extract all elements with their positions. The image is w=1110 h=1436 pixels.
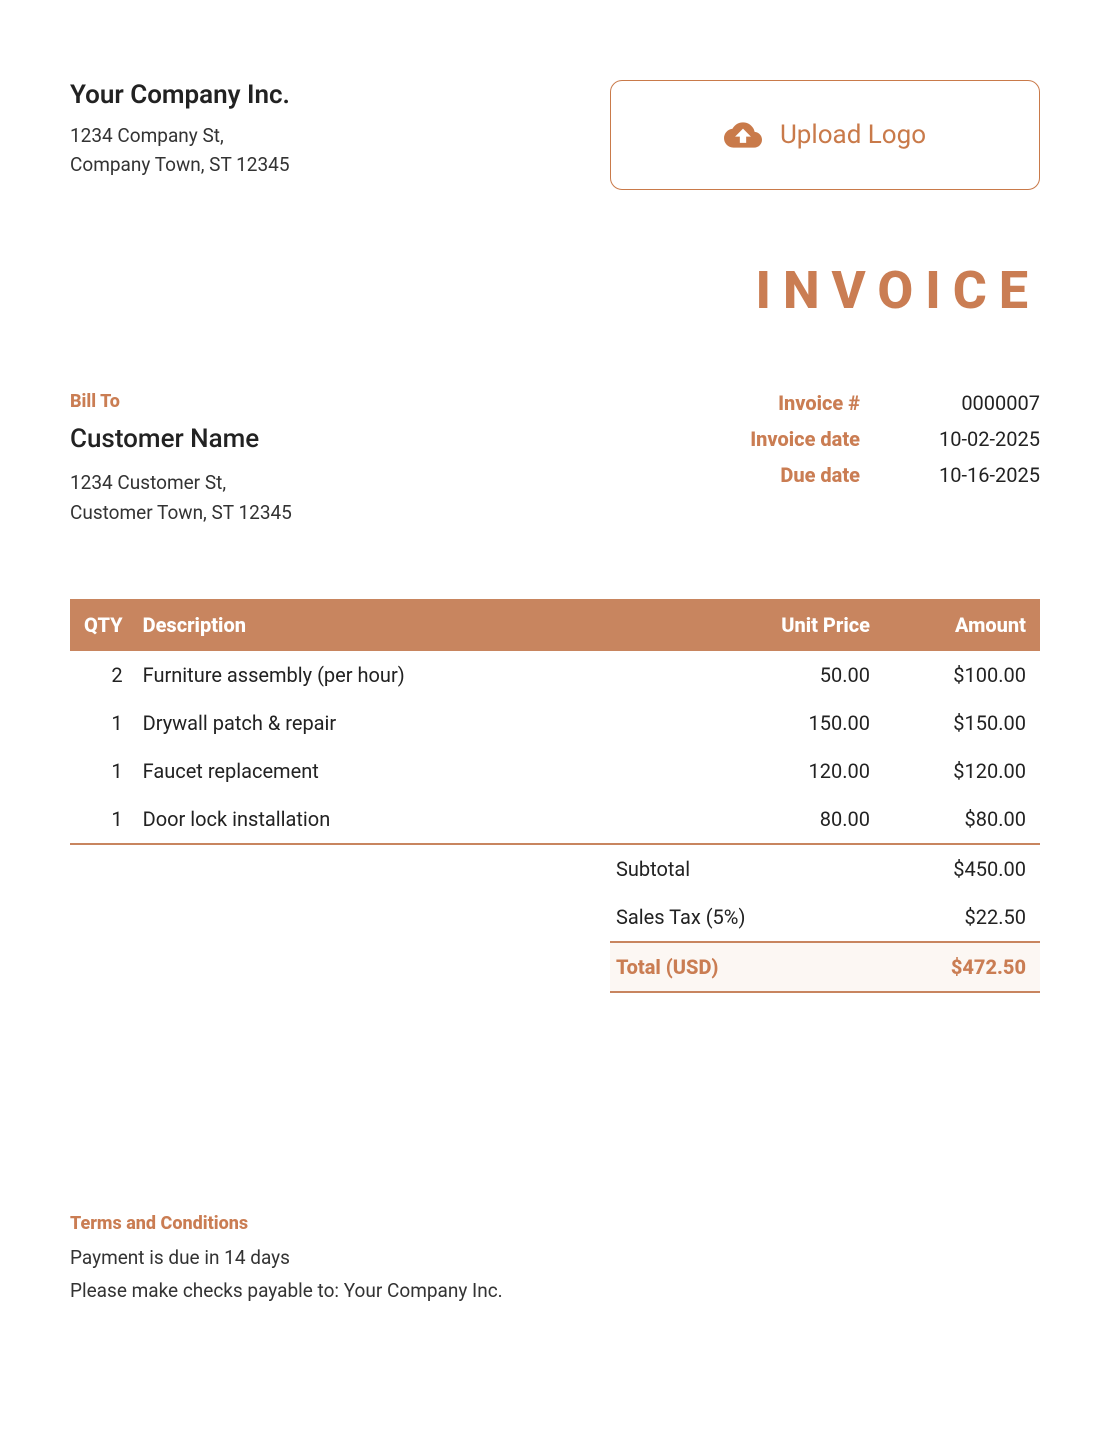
cell-desc: Door lock installation	[133, 795, 720, 844]
line-items-table: QTY Description Unit Price Amount 2 Furn…	[70, 599, 1040, 845]
due-date-value: 10-16-2025	[920, 463, 1040, 487]
cell-price: 120.00	[720, 747, 880, 795]
customer-address-line2: Customer Town, ST 12345	[70, 498, 292, 528]
total-value: $472.50	[951, 955, 1026, 979]
cell-desc: Drywall patch & repair	[133, 699, 720, 747]
invoice-number-row: Invoice # 0000007	[730, 391, 1040, 415]
subtotal-row: Subtotal $450.00	[610, 845, 1040, 893]
cell-amount: $80.00	[880, 795, 1040, 844]
cell-amount: $100.00	[880, 651, 1040, 699]
invoice-number-label: Invoice #	[730, 391, 860, 415]
due-date-row: Due date 10-16-2025	[730, 463, 1040, 487]
cell-qty: 1	[70, 699, 133, 747]
upload-logo-button[interactable]: Upload Logo	[610, 80, 1040, 190]
invoice-date-label: Invoice date	[730, 427, 860, 451]
cell-desc: Faucet replacement	[133, 747, 720, 795]
upload-logo-label: Upload Logo	[780, 120, 926, 150]
table-row: 2 Furniture assembly (per hour) 50.00 $1…	[70, 651, 1040, 699]
customer-name: Customer Name	[70, 424, 292, 454]
invoice-date-row: Invoice date 10-02-2025	[730, 427, 1040, 451]
cell-amount: $120.00	[880, 747, 1040, 795]
company-address-line2: Company Town, ST 12345	[70, 151, 290, 180]
invoice-meta-block: Invoice # 0000007 Invoice date 10-02-202…	[730, 391, 1040, 529]
cloud-upload-icon	[724, 120, 762, 150]
bill-to-label: Bill To	[70, 391, 292, 412]
meta-row: Bill To Customer Name 1234 Customer St, …	[70, 391, 1040, 529]
cell-desc: Furniture assembly (per hour)	[133, 651, 720, 699]
table-header-row: QTY Description Unit Price Amount	[70, 599, 1040, 651]
cell-qty: 2	[70, 651, 133, 699]
cell-amount: $150.00	[880, 699, 1040, 747]
company-block: Your Company Inc. 1234 Company St, Compa…	[70, 80, 290, 179]
table-row: 1 Faucet replacement 120.00 $120.00	[70, 747, 1040, 795]
table-body: 2 Furniture assembly (per hour) 50.00 $1…	[70, 651, 1040, 844]
table-row: 1 Drywall patch & repair 150.00 $150.00	[70, 699, 1040, 747]
cell-price: 150.00	[720, 699, 880, 747]
header-qty: QTY	[70, 599, 133, 651]
cell-qty: 1	[70, 747, 133, 795]
total-label: Total (USD)	[616, 955, 718, 979]
cell-price: 80.00	[720, 795, 880, 844]
cell-price: 50.00	[720, 651, 880, 699]
invoice-number-value: 0000007	[920, 391, 1040, 415]
customer-address-line1: 1234 Customer St,	[70, 468, 292, 498]
invoice-date-value: 10-02-2025	[920, 427, 1040, 451]
subtotal-label: Subtotal	[616, 857, 690, 881]
table-row: 1 Door lock installation 80.00 $80.00	[70, 795, 1040, 844]
tax-label: Sales Tax (5%)	[616, 905, 745, 929]
terms-block: Terms and Conditions Payment is due in 1…	[70, 1213, 1040, 1302]
header-amount: Amount	[880, 599, 1040, 651]
terms-line1: Payment is due in 14 days	[70, 1246, 1040, 1269]
total-row: Total (USD) $472.50	[610, 941, 1040, 993]
tax-value: $22.50	[965, 905, 1026, 929]
bill-to-block: Bill To Customer Name 1234 Customer St, …	[70, 391, 292, 529]
terms-label: Terms and Conditions	[70, 1213, 1040, 1234]
header-description: Description	[133, 599, 720, 651]
company-address-line1: 1234 Company St,	[70, 122, 290, 151]
terms-line2: Please make checks payable to: Your Comp…	[70, 1279, 1040, 1302]
header-row: Your Company Inc. 1234 Company St, Compa…	[70, 80, 1040, 190]
invoice-title: INVOICE	[70, 260, 1040, 321]
subtotal-value: $450.00	[953, 857, 1026, 881]
company-name: Your Company Inc.	[70, 80, 290, 110]
header-unit-price: Unit Price	[720, 599, 880, 651]
due-date-label: Due date	[730, 463, 860, 487]
cell-qty: 1	[70, 795, 133, 844]
totals-block: Subtotal $450.00 Sales Tax (5%) $22.50 T…	[610, 845, 1040, 993]
tax-row: Sales Tax (5%) $22.50	[610, 893, 1040, 941]
